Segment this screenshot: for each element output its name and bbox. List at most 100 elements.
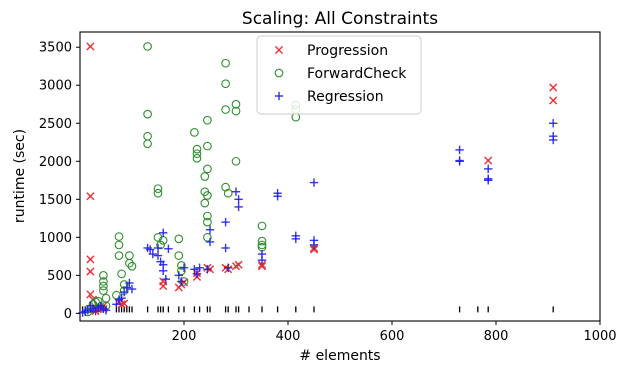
forwardcheck-point [112,290,121,300]
regression-point [273,192,282,201]
forwardcheck-point [114,232,124,241]
regression-point [549,135,558,145]
regression-point [127,284,137,294]
rug-marks [81,306,554,313]
forwardcheck-point [203,232,212,242]
x-axis-ticks: 200 400 600 800 1000 [172,321,617,344]
regression-point [192,269,202,279]
forwardcheck-point [200,198,210,208]
series-forwardcheck [83,42,301,317]
forwardcheck-point [125,258,134,268]
forwardcheck-point [177,261,186,270]
forwardcheck-point [291,112,301,122]
regression-point [224,263,233,272]
x-axis-label: # elements [299,348,380,364]
forwardcheck-point [231,156,241,166]
forwardcheck-point [156,240,165,250]
regression-point [148,249,157,259]
forwardcheck-point [114,240,124,250]
forwardcheck-point [143,131,152,141]
progression-point [86,192,95,201]
legend-label-forwardcheck: ForwardCheck [307,66,407,82]
regression-point [195,263,204,272]
forwardcheck-point [143,42,152,51]
regression-point [484,176,493,185]
x-tick-label: 1000 [583,329,616,344]
progression-point [257,260,267,269]
chart-title: Scaling: All Constraints [242,9,438,29]
forwardcheck-point [231,99,241,109]
forwardcheck-point [114,251,124,260]
forwardcheck-point [99,277,108,286]
progression-point [234,260,243,269]
forwardcheck-point [203,164,212,174]
y-tick-label: 1000 [39,231,72,246]
legend-label-regression: Regression [307,89,384,105]
regression-point [101,306,111,315]
regression-point [146,245,155,254]
forwardcheck-point [174,251,184,260]
forwardcheck-point [177,266,186,276]
forwardcheck-point [99,271,108,280]
forwardcheck-point [192,149,202,159]
legend-marker-regression [274,91,284,101]
regression-point [455,145,464,155]
forwardcheck-point [192,153,202,163]
y-tick-label: 1500 [39,193,72,208]
regression-point [125,278,134,288]
regression-point [161,274,170,284]
legend-frame [256,35,422,115]
y-tick-label: 3000 [39,79,72,94]
forwardcheck-point [221,79,230,89]
forwardcheck-point [203,115,212,125]
regression-point [309,178,319,187]
forwardcheck-point [153,188,163,198]
progression-point [159,281,168,291]
forwardcheck-point [101,293,111,303]
progression-point [549,96,558,105]
regression-point [122,283,131,292]
regression-point [83,306,92,315]
regression-point [234,202,243,212]
regression-point [231,187,241,196]
y-tick-label: 2500 [39,117,72,132]
regression-point [112,300,121,309]
legend-marker-forwardcheck [274,68,284,78]
forwardcheck-point [231,106,241,116]
forwardcheck-point [203,191,212,200]
y-tick-label: 500 [47,269,72,284]
y-tick-label: 2000 [39,155,72,170]
forwardcheck-point [143,109,152,119]
progression-point [86,267,95,276]
forwardcheck-point [257,240,267,250]
regression-point [174,271,183,280]
forwardcheck-point [127,261,137,271]
x-tick-label: 800 [484,329,509,344]
legend-marker-progression [274,45,284,55]
regression-point [159,266,168,276]
regression-point [455,157,464,166]
forwardcheck-point [125,251,134,260]
forwardcheck-point [174,234,184,244]
plot-area-frame [79,31,601,322]
progression-point [86,290,95,299]
data-points [78,42,558,317]
regression-point [257,255,267,265]
forwardcheck-point [221,58,230,68]
forwardcheck-point [153,184,163,194]
x-tick-label: 600 [380,329,405,344]
regression-point [484,164,493,174]
forwardcheck-point [153,232,163,242]
series-regression [78,119,558,317]
regression-point [153,251,163,260]
forwardcheck-point [200,172,210,181]
forwardcheck-point [192,144,202,154]
regression-point [153,243,163,253]
forwardcheck-point [257,236,267,246]
forwardcheck-point [143,139,152,149]
x-tick-label: 200 [172,329,197,344]
forwardcheck-point [223,188,233,198]
regression-point [221,217,230,227]
y-axis-label: runtime (sec) [12,129,28,223]
y-axis-ticks: 0 500 1000 1500 2000 2500 3000 3500 [39,41,80,322]
